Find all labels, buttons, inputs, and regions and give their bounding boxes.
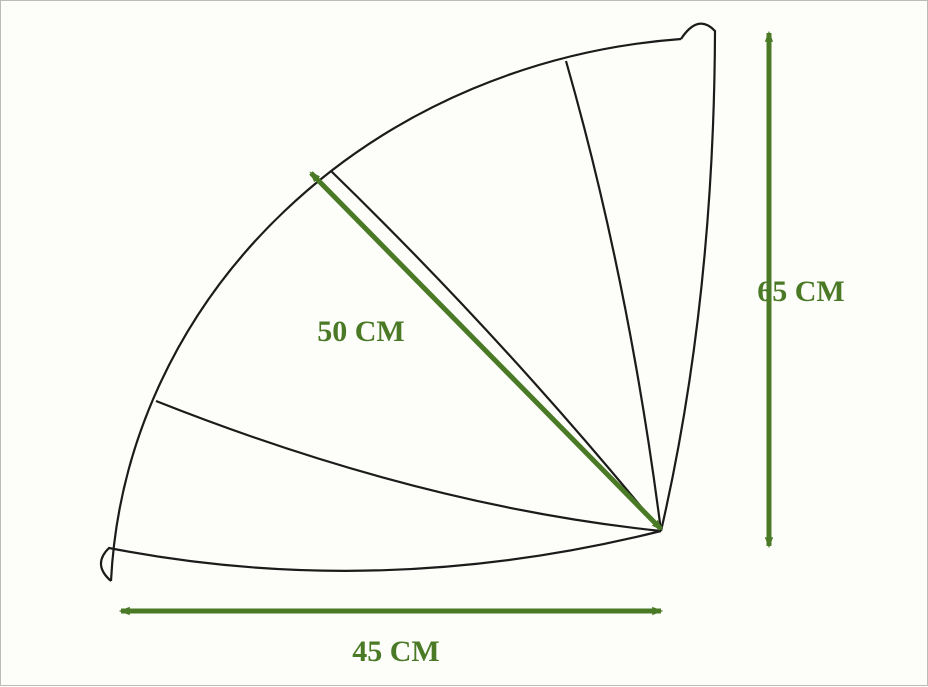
fan-bottom-side <box>101 531 661 581</box>
fan-right-side <box>661 24 715 531</box>
fan-rib-3 <box>156 401 661 531</box>
dim-height-label: 65 CM <box>757 275 844 308</box>
dim-width-label: 45 CM <box>352 635 439 668</box>
dim-radius-label: 50 CM <box>317 315 404 348</box>
fan-outer-arc <box>111 39 681 581</box>
fan-rib-1 <box>566 61 661 531</box>
